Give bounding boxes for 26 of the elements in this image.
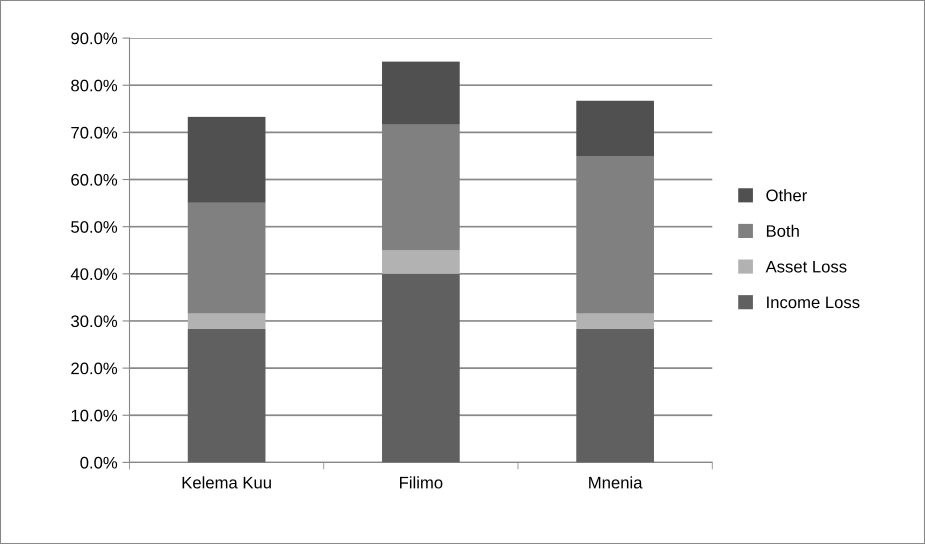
y-tick-label: 0.0% bbox=[80, 456, 118, 469]
legend-label: Asset Loss bbox=[766, 260, 846, 273]
y-tick-label: 90.0% bbox=[71, 32, 118, 44]
y-tick-label: 50.0% bbox=[71, 221, 118, 233]
legend-label: Both bbox=[766, 224, 799, 237]
bar bbox=[188, 313, 266, 329]
bar bbox=[576, 100, 654, 156]
y-tick-label: 30.0% bbox=[71, 315, 118, 328]
bar bbox=[576, 313, 654, 329]
y-tick-label: 20.0% bbox=[71, 362, 118, 374]
bar bbox=[576, 328, 654, 462]
y-tick-label: 70.0% bbox=[71, 126, 118, 139]
bar bbox=[382, 274, 460, 462]
y-tick-label: 10.0% bbox=[72, 410, 118, 422]
y-tick-label: 60.0% bbox=[71, 174, 118, 186]
y-tick-label: 40.0% bbox=[70, 268, 118, 280]
bar bbox=[382, 62, 460, 124]
legend-label: Income Loss bbox=[767, 296, 860, 308]
bar bbox=[188, 116, 266, 203]
x-tick-label: Kelema Kuu bbox=[182, 476, 271, 489]
x-tick-label: Mnenia bbox=[589, 476, 642, 489]
y-tick-label: 80.0% bbox=[71, 80, 118, 92]
bar bbox=[382, 250, 460, 274]
bar bbox=[188, 328, 266, 462]
legend-label: Other bbox=[766, 189, 807, 202]
x-tick-label: Filimo bbox=[400, 476, 442, 489]
